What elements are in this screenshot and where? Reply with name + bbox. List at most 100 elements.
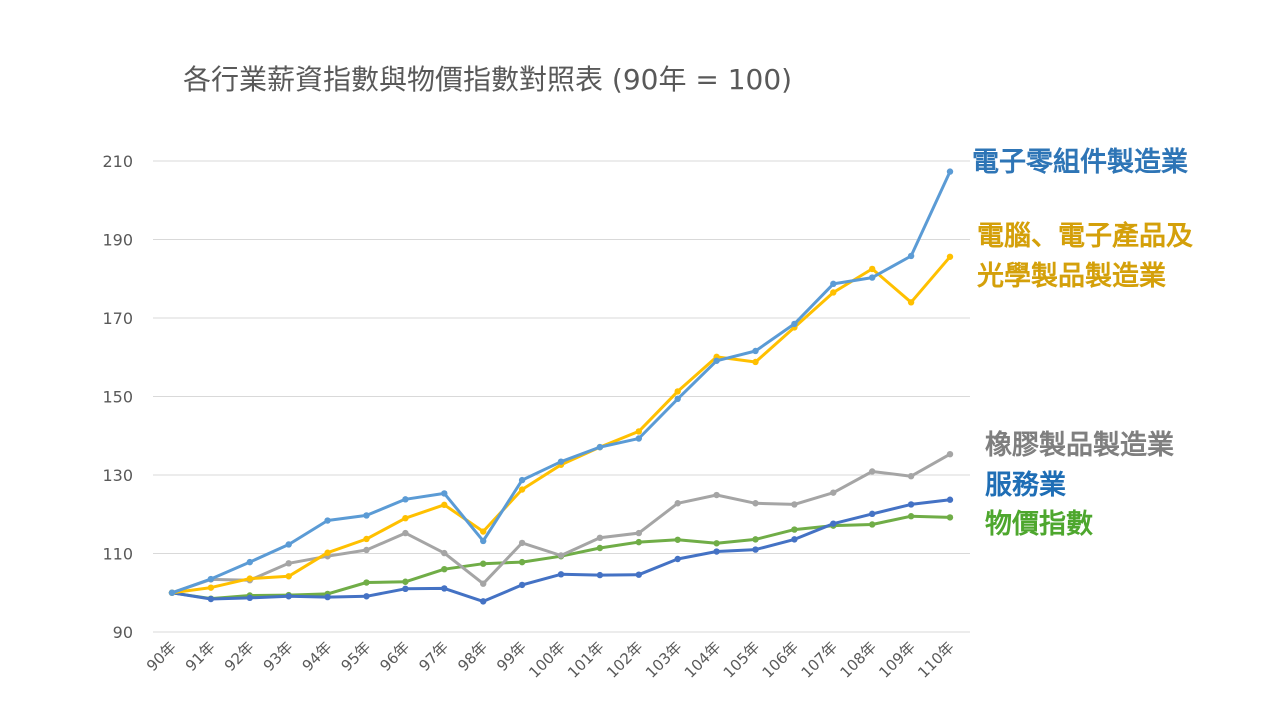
y-tick-label: 130 — [102, 466, 133, 485]
series-line — [170, 498, 952, 603]
data-point — [869, 274, 876, 281]
x-tick-label: 103年 — [642, 638, 686, 682]
data-point — [830, 489, 837, 496]
data-point — [791, 526, 798, 533]
data-point — [596, 534, 604, 541]
data-point — [518, 581, 526, 589]
data-point — [713, 548, 720, 555]
data-point — [752, 347, 759, 355]
legend-line: 物價指數 — [985, 509, 1093, 540]
data-point — [363, 535, 370, 543]
data-point — [946, 168, 954, 175]
data-point — [907, 299, 915, 306]
data-point — [518, 539, 526, 547]
data-point — [946, 450, 954, 458]
x-tick-label: 92年 — [221, 638, 258, 675]
y-tick-label: 90 — [113, 623, 133, 642]
x-tick-label: 105年 — [720, 638, 764, 682]
data-point — [791, 501, 798, 508]
data-point — [869, 468, 876, 475]
data-point — [596, 571, 604, 579]
chart-title: 各行業薪資指數與物價指數對照表 (90年 = 100) — [183, 63, 793, 96]
data-point — [285, 593, 292, 600]
legend-line: 光學製品製造業 — [977, 261, 1166, 292]
x-tick-label: 93年 — [260, 638, 297, 675]
data-point — [557, 552, 565, 559]
data-point — [557, 458, 565, 465]
data-point — [246, 575, 253, 582]
x-tick-label: 102年 — [603, 638, 647, 682]
legend-line: 橡膠製品製造業 — [985, 430, 1174, 461]
data-point — [869, 510, 876, 518]
y-tick-label: 170 — [102, 309, 133, 328]
legend-label-services: 服務業 — [985, 466, 1066, 506]
data-point — [752, 500, 759, 507]
data-point — [363, 579, 370, 586]
data-point — [363, 512, 370, 519]
data-point — [596, 443, 604, 451]
data-point — [207, 584, 215, 591]
x-tick-label: 91年 — [182, 638, 219, 675]
data-point — [285, 573, 292, 580]
data-point — [674, 388, 681, 395]
data-point — [674, 536, 681, 543]
data-point — [907, 252, 915, 260]
data-point — [441, 501, 448, 509]
data-point — [168, 589, 176, 596]
series-line — [170, 170, 952, 595]
data-point — [480, 560, 487, 567]
data-point — [363, 546, 370, 554]
data-point — [480, 528, 487, 535]
legend-line: 電子零組件製造業 — [972, 147, 1188, 178]
legend-line: 電腦、電子產品及 — [977, 221, 1193, 252]
x-tick-label: 96年 — [376, 638, 413, 675]
data-point — [946, 514, 954, 521]
data-point — [246, 594, 253, 602]
data-point — [635, 428, 642, 435]
data-point — [713, 540, 720, 547]
data-point — [713, 357, 720, 364]
data-point — [207, 575, 215, 583]
data-point — [907, 501, 915, 508]
data-point — [635, 435, 642, 442]
y-tick-label: 150 — [102, 388, 133, 407]
data-point — [324, 517, 331, 524]
data-point — [441, 490, 448, 497]
data-point — [869, 265, 876, 273]
y-tick-label: 190 — [102, 231, 133, 250]
x-tick-label: 98年 — [454, 638, 491, 675]
data-point — [752, 546, 759, 553]
data-point — [207, 595, 215, 603]
data-point — [791, 536, 798, 543]
data-point — [402, 529, 409, 537]
data-point — [402, 496, 409, 503]
data-point — [635, 529, 642, 537]
data-point — [441, 549, 448, 557]
y-tick-label: 110 — [102, 545, 133, 564]
legend-label-rubber: 橡膠製品製造業 — [985, 426, 1174, 466]
data-point — [674, 395, 681, 403]
x-tick-label: 101年 — [564, 638, 608, 682]
data-point — [596, 544, 604, 552]
data-point — [635, 538, 642, 546]
data-point — [946, 496, 954, 503]
data-point — [791, 320, 798, 328]
data-point — [907, 513, 915, 520]
legend-line: 服務業 — [985, 470, 1066, 501]
data-point — [324, 593, 331, 601]
x-tick-label: 108年 — [836, 638, 880, 682]
data-point — [557, 571, 565, 578]
data-point — [713, 491, 720, 499]
x-tick-label: 95年 — [337, 638, 374, 675]
x-tick-label: 109年 — [875, 638, 919, 682]
data-point — [480, 537, 487, 545]
data-point — [402, 578, 409, 585]
data-point — [480, 598, 487, 605]
data-point — [869, 521, 876, 528]
x-tick-label: 104年 — [681, 638, 725, 682]
x-tick-label: 100年 — [525, 638, 569, 682]
legend-label-computer-optical: 電腦、電子產品及 光學製品製造業 — [977, 217, 1193, 297]
data-point — [752, 358, 759, 366]
